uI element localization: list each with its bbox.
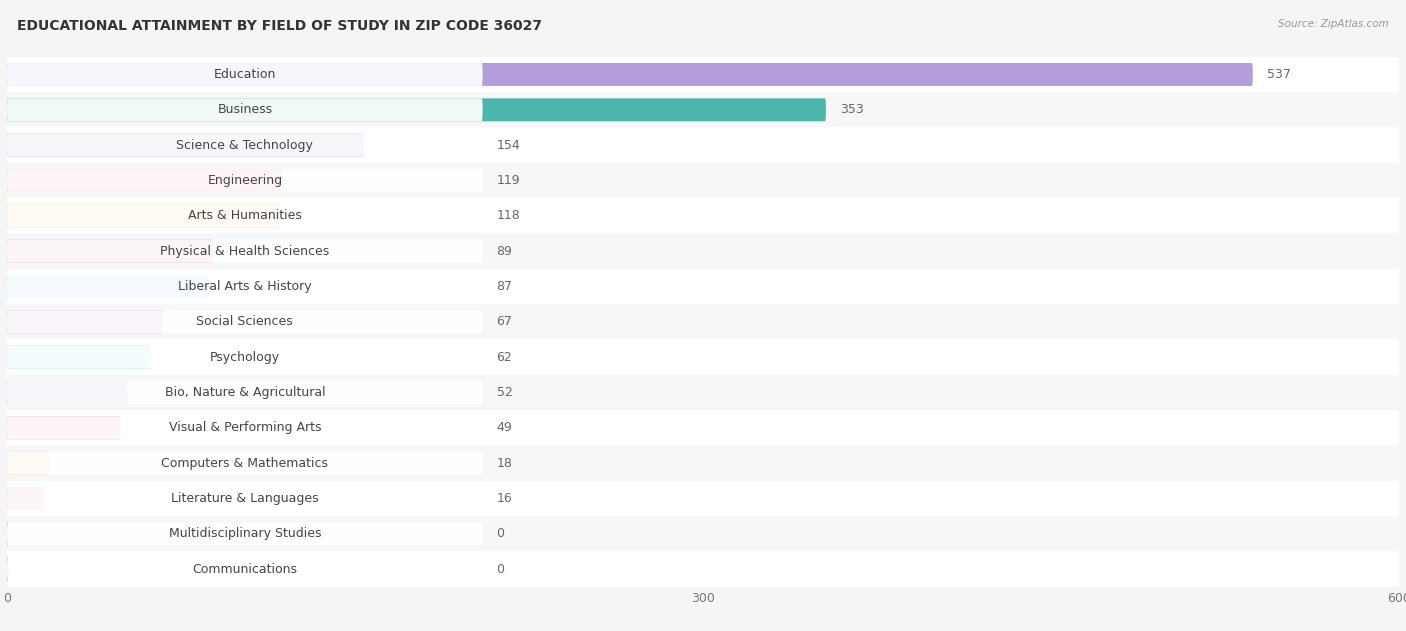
Bar [7,339,1399,375]
Bar [7,92,1399,127]
Text: Liberal Arts & History: Liberal Arts & History [179,280,312,293]
Text: Business: Business [218,103,273,116]
Bar [7,233,1399,269]
Text: 0: 0 [496,528,505,540]
FancyBboxPatch shape [7,275,482,298]
FancyBboxPatch shape [7,169,283,192]
FancyBboxPatch shape [7,381,128,404]
Text: Engineering: Engineering [207,174,283,187]
Text: 537: 537 [1267,68,1291,81]
Text: 119: 119 [496,174,520,187]
Bar [7,445,1399,481]
Circle shape [6,522,8,545]
Text: Arts & Humanities: Arts & Humanities [188,209,302,222]
FancyBboxPatch shape [7,98,825,121]
Text: 62: 62 [496,351,512,363]
FancyBboxPatch shape [7,169,482,192]
Text: Social Sciences: Social Sciences [197,316,294,328]
Bar [7,375,1399,410]
FancyBboxPatch shape [7,98,482,121]
FancyBboxPatch shape [7,487,482,510]
Text: Visual & Performing Arts: Visual & Performing Arts [169,422,321,434]
Text: Psychology: Psychology [209,351,280,363]
Text: Physical & Health Sciences: Physical & Health Sciences [160,245,329,257]
Bar [7,57,1399,92]
Bar [7,127,1399,163]
Text: 353: 353 [839,103,863,116]
FancyBboxPatch shape [7,63,1253,86]
FancyBboxPatch shape [7,240,214,262]
Text: 154: 154 [496,139,520,151]
FancyBboxPatch shape [7,522,482,545]
Text: Science & Technology: Science & Technology [176,139,314,151]
FancyBboxPatch shape [7,346,150,369]
FancyBboxPatch shape [7,310,482,333]
FancyBboxPatch shape [7,487,44,510]
Bar [7,269,1399,304]
Text: 18: 18 [496,457,512,469]
FancyBboxPatch shape [7,204,281,227]
Text: Multidisciplinary Studies: Multidisciplinary Studies [169,528,321,540]
FancyBboxPatch shape [7,204,482,227]
Text: Computers & Mathematics: Computers & Mathematics [162,457,329,469]
Bar [7,551,1399,587]
FancyBboxPatch shape [7,240,482,262]
FancyBboxPatch shape [7,310,163,333]
Bar [7,481,1399,516]
FancyBboxPatch shape [7,416,121,439]
FancyBboxPatch shape [7,346,482,369]
Circle shape [6,558,8,581]
Bar [7,516,1399,551]
FancyBboxPatch shape [7,416,482,439]
Text: 0: 0 [496,563,505,575]
Text: EDUCATIONAL ATTAINMENT BY FIELD OF STUDY IN ZIP CODE 36027: EDUCATIONAL ATTAINMENT BY FIELD OF STUDY… [17,19,541,33]
Text: Literature & Languages: Literature & Languages [172,492,319,505]
Text: 52: 52 [496,386,512,399]
FancyBboxPatch shape [7,63,482,86]
Text: Communications: Communications [193,563,297,575]
FancyBboxPatch shape [7,381,482,404]
Text: Bio, Nature & Agricultural: Bio, Nature & Agricultural [165,386,325,399]
Text: 87: 87 [496,280,513,293]
Text: Source: ZipAtlas.com: Source: ZipAtlas.com [1278,19,1389,29]
FancyBboxPatch shape [7,452,482,475]
FancyBboxPatch shape [7,275,209,298]
Text: 89: 89 [496,245,512,257]
Bar [7,304,1399,339]
Text: 16: 16 [496,492,512,505]
FancyBboxPatch shape [7,134,364,156]
FancyBboxPatch shape [7,452,49,475]
Bar [7,198,1399,233]
FancyBboxPatch shape [7,558,482,581]
Text: 49: 49 [496,422,512,434]
Bar [7,163,1399,198]
Text: 67: 67 [496,316,512,328]
Text: 118: 118 [496,209,520,222]
FancyBboxPatch shape [7,134,482,156]
Text: Education: Education [214,68,276,81]
Bar [7,410,1399,445]
